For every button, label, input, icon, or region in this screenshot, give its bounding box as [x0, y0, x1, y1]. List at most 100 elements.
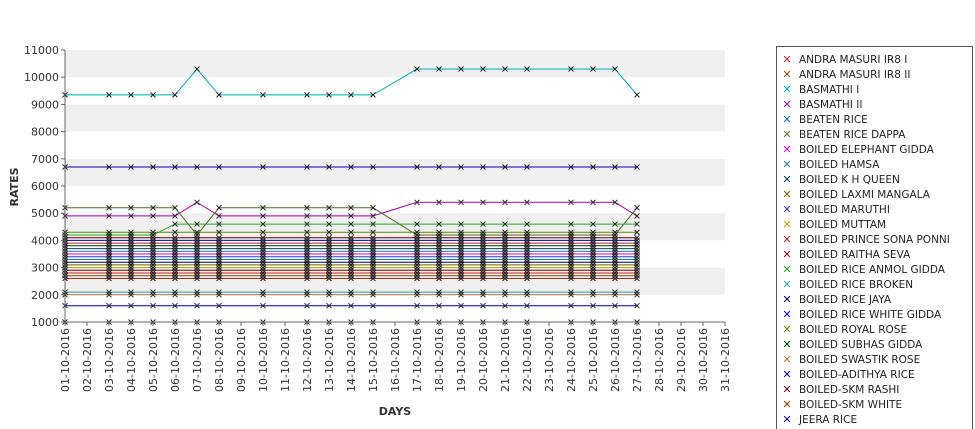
data-point: [502, 234, 508, 241]
data-point: [524, 302, 530, 309]
data-point: [216, 164, 222, 170]
y-tick-label: 9000: [31, 98, 59, 111]
data-point: [304, 92, 310, 98]
data-point: [414, 199, 420, 206]
x-tick-label: 15-10-2016: [367, 328, 380, 392]
data-point: [172, 291, 178, 298]
data-point: [502, 66, 508, 72]
data-point: [568, 259, 574, 266]
data-point: [612, 164, 618, 170]
data-point: [326, 92, 332, 98]
data-point: [436, 291, 442, 298]
legend-label: BOILED ROYAL ROSE: [799, 324, 908, 336]
legend-label: BOILED SWASTIK ROSE: [799, 354, 921, 366]
legend-marker: ✕: [782, 203, 792, 216]
legend-item: ✕ BEATEN RICE DAPPA: [781, 128, 905, 143]
legend-item: ✕ BOILED RICE WHITE GIDDA: [781, 308, 941, 323]
legend-label: BASMATHI I: [799, 84, 860, 96]
data-point: [326, 221, 332, 227]
data-point: [436, 253, 442, 260]
data-point: [568, 66, 574, 72]
data-point: [612, 199, 618, 206]
x-tick-label: 16-10-2016: [389, 328, 402, 392]
data-point: [128, 302, 134, 309]
x-tick-label: 01-10-2016: [59, 328, 72, 392]
data-point: [590, 291, 596, 298]
legend-item: ✕ BASMATHI II: [781, 98, 862, 113]
x-tick-label: 05-10-2016: [147, 328, 160, 392]
data-point: [106, 291, 112, 298]
legend-item: ✕ BOILED MUTTAM: [781, 218, 886, 233]
data-point: [524, 199, 530, 206]
legend-item: ✕ BOILED PRINCE SONA PONNI: [781, 233, 950, 248]
data-point: [304, 229, 310, 236]
legend-label: BOILED MARUTHI: [799, 204, 890, 216]
legend-item: ✕ BOILED-SKM WHITE: [781, 398, 902, 413]
y-tick-label: 5000: [31, 207, 59, 220]
data-point: [326, 267, 332, 274]
legend-marker: ✕: [782, 98, 792, 111]
data-point: [502, 253, 508, 260]
data-point: [260, 275, 266, 282]
data-point: [568, 234, 574, 241]
data-point: [436, 66, 442, 72]
data-point: [612, 275, 618, 282]
x-tick-label: 21-10-2016: [499, 328, 512, 392]
y-tick-label: 10000: [24, 71, 59, 84]
data-point: [634, 242, 640, 249]
data-point: [370, 221, 376, 227]
data-point: [370, 234, 376, 241]
legend-item: ✕ BOILED-SKM RASHI: [781, 383, 899, 398]
data-point: [260, 259, 266, 266]
data-point: [612, 267, 618, 274]
data-point: [414, 291, 420, 298]
data-point: [480, 302, 486, 309]
x-tick-label: 11-10-2016: [279, 328, 292, 392]
data-point: [128, 253, 134, 260]
data-point: [458, 253, 464, 260]
data-point: [260, 229, 266, 236]
data-point: [458, 275, 464, 282]
data-point: [480, 291, 486, 298]
data-point: [436, 164, 442, 170]
data-point: [370, 267, 376, 274]
data-point: [370, 242, 376, 249]
series-markers: [62, 66, 640, 325]
data-point: [304, 275, 310, 282]
data-point: [194, 199, 200, 206]
data-point: [172, 92, 178, 98]
data-point: [326, 204, 332, 211]
data-point: [326, 302, 332, 309]
data-point: [370, 229, 376, 236]
data-point: [106, 213, 112, 219]
data-point: [326, 164, 332, 170]
data-point: [326, 242, 332, 249]
y-tick-label: 1000: [31, 316, 59, 329]
legend-label: BASMATHI II: [799, 99, 863, 111]
data-point: [370, 302, 376, 309]
data-point: [216, 302, 222, 309]
data-point: [480, 275, 486, 282]
legend-item: ✕ BOILED RAITHA SEVA: [781, 248, 910, 263]
data-point: [194, 259, 200, 266]
data-point: [612, 229, 618, 236]
data-point: [502, 164, 508, 170]
data-point: [480, 221, 486, 227]
data-point: [260, 204, 266, 211]
y-tick-label: 2000: [31, 289, 59, 302]
legend-label: BOILED ELEPHANT GIDDA: [799, 144, 934, 156]
data-point: [568, 221, 574, 227]
data-point: [634, 275, 640, 282]
legend-marker: ✕: [782, 128, 792, 141]
legend-item: ✕ BOILED RICE JAYA: [781, 293, 891, 308]
x-tick-label: 26-10-2016: [609, 328, 622, 392]
data-point: [370, 253, 376, 260]
data-point: [128, 229, 134, 236]
legend-label: BOILED SUBHAS GIDDA: [799, 339, 923, 351]
legend-item: ✕ BOILED-ADITHYA RICE: [781, 368, 914, 383]
data-point: [348, 221, 354, 227]
data-point: [612, 221, 618, 227]
data-point: [128, 259, 134, 266]
data-point: [172, 213, 178, 219]
legend-marker: ✕: [782, 293, 792, 306]
